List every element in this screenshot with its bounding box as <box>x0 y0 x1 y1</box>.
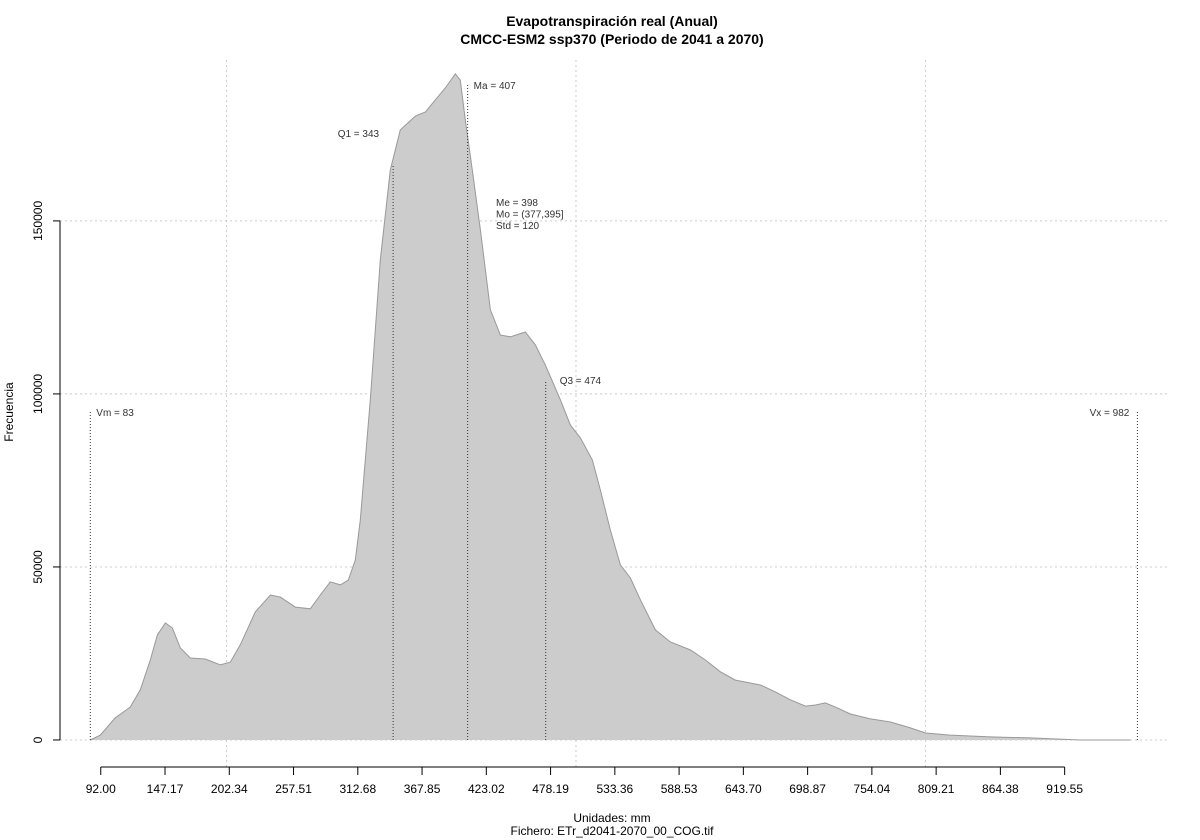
x-tick-label: 478.19 <box>532 782 569 796</box>
stat-label: Me = 398 <box>496 198 538 209</box>
x-tick-label: 202.34 <box>211 782 248 796</box>
x-tick-label: 919.55 <box>1046 782 1083 796</box>
x-tick-label: 698.87 <box>789 782 826 796</box>
y-tick-label: 50000 <box>31 550 45 584</box>
density-line <box>90 72 1131 741</box>
y-axis-label: Frecuencia <box>2 382 16 442</box>
marker-label: Vm = 83 <box>96 408 134 419</box>
y-tick-label: 150000 <box>31 201 45 241</box>
x-tick-label: 864.38 <box>982 782 1019 796</box>
marker-label: Q1 = 343 <box>338 129 380 140</box>
x-axis-label: Unidades: mm <box>573 811 650 825</box>
x-tick-label: 643.70 <box>725 782 762 796</box>
stat-label: Std = 120 <box>496 221 540 232</box>
x-tick-label: 533.36 <box>596 782 633 796</box>
marker-label: Vx = 982 <box>1090 408 1130 419</box>
marker-label: Ma = 407 <box>474 81 516 92</box>
y-tick-label: 100000 <box>31 374 45 414</box>
x-tick-label: 809.21 <box>918 782 955 796</box>
x-tick-label: 754.04 <box>854 782 891 796</box>
x-tick-label: 367.85 <box>404 782 441 796</box>
x-tick-label: 92.00 <box>86 782 116 796</box>
x-tick-label: 312.68 <box>339 782 376 796</box>
chart-title: Evapotranspiración real (Anual) <box>506 13 718 29</box>
chart-subtitle: CMCC-ESM2 ssp370 (Periodo de 2041 a 2070… <box>460 31 763 47</box>
y-tick-label: 0 <box>31 736 45 743</box>
caption: Fichero: ETr_d2041-2070_00_COG.tif <box>511 824 715 838</box>
x-tick-label: 588.53 <box>661 782 698 796</box>
marker-label: Q3 = 474 <box>560 376 602 387</box>
x-tick-label: 257.51 <box>275 782 312 796</box>
x-tick-label: 147.17 <box>147 782 184 796</box>
density-area <box>90 73 1131 741</box>
x-tick-label: 423.02 <box>468 782 505 796</box>
stat-label: Mo = (377,395] <box>496 210 564 221</box>
